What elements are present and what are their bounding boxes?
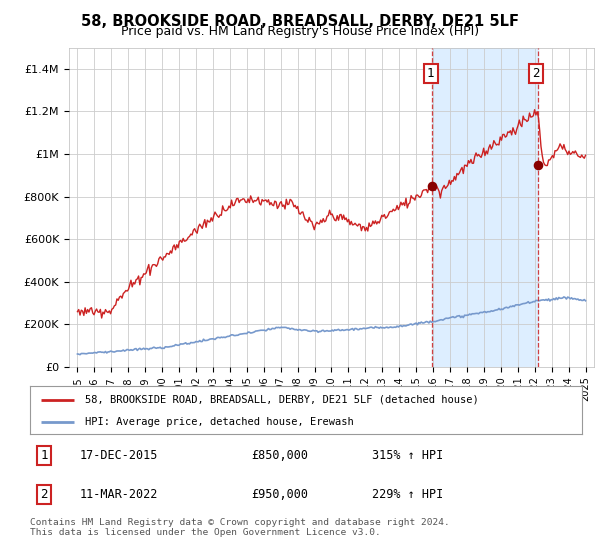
- Text: 1: 1: [427, 67, 434, 80]
- Text: 58, BROOKSIDE ROAD, BREADSALL, DERBY, DE21 5LF (detached house): 58, BROOKSIDE ROAD, BREADSALL, DERBY, DE…: [85, 395, 479, 405]
- Text: 1: 1: [40, 449, 47, 462]
- Text: HPI: Average price, detached house, Erewash: HPI: Average price, detached house, Erew…: [85, 417, 354, 427]
- Text: Contains HM Land Registry data © Crown copyright and database right 2024.
This d: Contains HM Land Registry data © Crown c…: [30, 518, 450, 538]
- Text: 11-MAR-2022: 11-MAR-2022: [80, 488, 158, 501]
- Bar: [433, 48, 538, 367]
- Text: 229% ↑ HPI: 229% ↑ HPI: [372, 488, 443, 501]
- Text: 58, BROOKSIDE ROAD, BREADSALL, DERBY, DE21 5LF: 58, BROOKSIDE ROAD, BREADSALL, DERBY, DE…: [81, 14, 519, 29]
- Text: 2: 2: [40, 488, 47, 501]
- Text: £950,000: £950,000: [251, 488, 308, 501]
- Text: 17-DEC-2015: 17-DEC-2015: [80, 449, 158, 462]
- Point: [428, 181, 437, 190]
- Text: Price paid vs. HM Land Registry's House Price Index (HPI): Price paid vs. HM Land Registry's House …: [121, 25, 479, 38]
- Point: [533, 160, 543, 169]
- Text: 315% ↑ HPI: 315% ↑ HPI: [372, 449, 443, 462]
- Text: £850,000: £850,000: [251, 449, 308, 462]
- Text: 2: 2: [532, 67, 540, 80]
